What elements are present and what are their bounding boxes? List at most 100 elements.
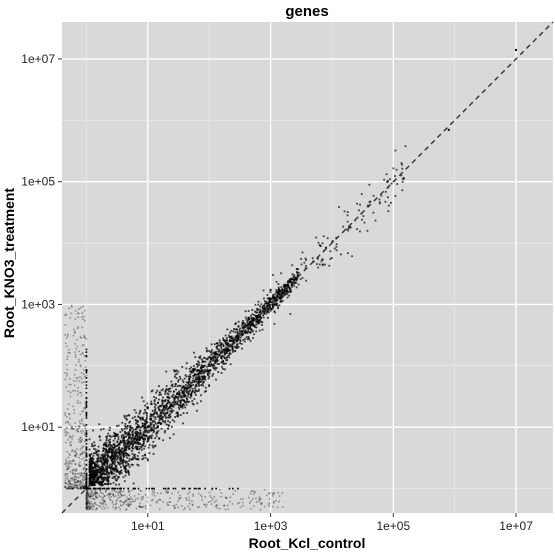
data-point (120, 487, 122, 490)
data-point (237, 337, 240, 340)
data-point (231, 351, 234, 353)
data-point (99, 481, 102, 484)
data-point (251, 309, 254, 311)
data-point (187, 382, 190, 384)
data-point (129, 498, 131, 500)
data-point (179, 403, 182, 406)
data-point (177, 370, 180, 373)
data-point (134, 445, 137, 448)
data-point (81, 438, 83, 441)
data-point (89, 477, 92, 480)
data-point (180, 505, 183, 507)
data-point (173, 399, 176, 402)
data-point (190, 392, 193, 394)
data-point (204, 376, 207, 378)
data-point (251, 318, 254, 321)
data-point (140, 506, 143, 508)
data-point (70, 485, 72, 488)
data-point (126, 453, 129, 456)
data-point (112, 493, 115, 496)
data-point (106, 479, 109, 482)
data-point (268, 498, 271, 500)
data-point (85, 472, 88, 475)
data-point (79, 461, 81, 464)
data-point (282, 290, 285, 293)
data-point (79, 413, 82, 416)
data-point (76, 402, 79, 404)
data-point (153, 489, 155, 491)
data-point (140, 446, 143, 449)
data-point (123, 437, 126, 440)
data-point (158, 498, 161, 501)
data-point (86, 499, 88, 502)
data-point (189, 386, 192, 389)
data-point (95, 461, 97, 463)
data-point (98, 494, 100, 497)
data-point (95, 451, 98, 454)
data-point (144, 445, 147, 448)
data-point (131, 450, 133, 452)
data-point (272, 294, 275, 296)
data-point (91, 503, 94, 505)
data-point (169, 405, 172, 408)
data-point (277, 291, 280, 293)
data-point (172, 393, 175, 396)
data-point (100, 454, 103, 456)
data-point (85, 435, 88, 437)
data-point (204, 360, 207, 363)
data-point (64, 482, 67, 485)
data-point (114, 495, 117, 497)
data-point (299, 278, 302, 281)
data-point (224, 342, 227, 345)
data-point (98, 480, 101, 483)
data-point (137, 443, 140, 445)
data-point (85, 494, 88, 497)
data-point (188, 499, 191, 501)
data-point (293, 281, 296, 284)
data-point (232, 336, 235, 339)
data-point (75, 364, 77, 366)
data-point (72, 460, 75, 462)
data-point (97, 469, 100, 472)
data-point (231, 348, 234, 350)
data-point (198, 506, 201, 508)
data-point (94, 491, 97, 494)
data-point (243, 325, 245, 328)
data-point (74, 478, 77, 481)
data-point (251, 323, 254, 326)
data-point (172, 433, 175, 436)
data-point (255, 501, 258, 503)
data-point (156, 402, 159, 404)
data-point (123, 428, 126, 430)
data-point (64, 412, 66, 414)
data-point (177, 380, 180, 383)
data-point (75, 468, 78, 471)
data-point (105, 443, 108, 446)
data-point (146, 458, 149, 461)
data-point (252, 330, 254, 333)
data-point (254, 303, 257, 306)
data-point (186, 399, 189, 402)
data-point (216, 342, 219, 345)
data-point (234, 335, 237, 338)
data-point (187, 496, 190, 499)
data-point (81, 410, 84, 413)
data-point (245, 336, 248, 339)
data-point (192, 377, 195, 380)
data-point (167, 399, 169, 402)
data-point (81, 316, 83, 318)
data-point (145, 418, 148, 421)
data-point (240, 334, 243, 337)
data-point (223, 351, 226, 354)
data-point (156, 501, 158, 504)
data-point (158, 437, 161, 440)
data-point (111, 477, 114, 480)
data-point (230, 340, 233, 343)
data-point (187, 391, 190, 394)
data-point (114, 508, 116, 511)
data-point (401, 180, 404, 183)
data-point (318, 244, 321, 246)
data-point (116, 441, 119, 444)
data-point (118, 452, 121, 455)
data-point (189, 487, 191, 490)
